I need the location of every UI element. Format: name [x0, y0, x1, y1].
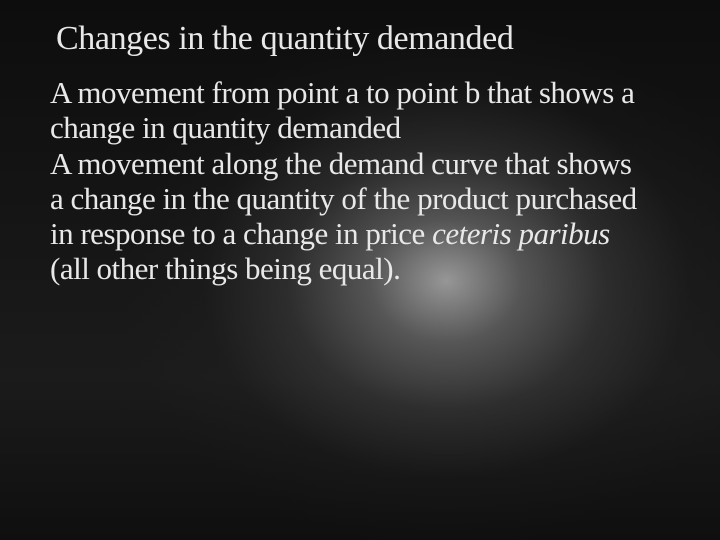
slide-title: Changes in the quantity demanded [56, 20, 660, 58]
slide-content: Changes in the quantity demanded A movem… [0, 0, 720, 286]
ceteris-paribus-phrase: ceteris paribus [432, 216, 610, 251]
paragraph-1: A movement from point a to point b that … [50, 76, 640, 145]
paragraph-2-trailing: (all other things being equal). [50, 251, 400, 286]
slide-body: A movement from point a to point b that … [50, 76, 640, 286]
paragraph-2: A movement along the demand curve that s… [50, 147, 640, 286]
